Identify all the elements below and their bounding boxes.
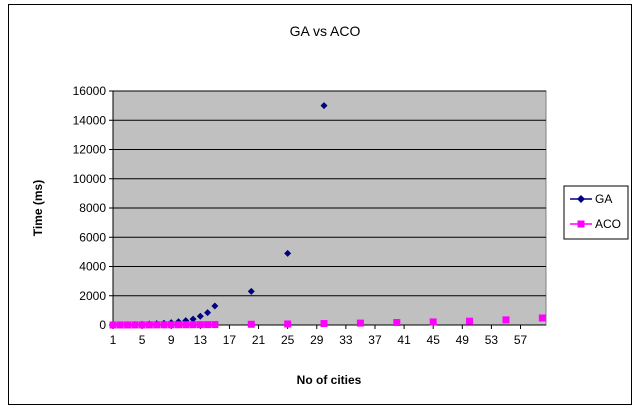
data-point-aco	[204, 321, 212, 329]
data-point-ga	[320, 102, 328, 110]
x-tick-label: 33	[339, 333, 353, 347]
data-point-aco	[502, 316, 510, 324]
data-point-aco	[153, 321, 161, 329]
data-point-aco	[131, 321, 139, 329]
x-tick-label: 13	[194, 333, 208, 347]
data-point-ga	[247, 287, 255, 295]
y-tick-label: 12000	[73, 143, 107, 157]
data-point-aco	[211, 321, 219, 329]
y-tick-label: 14000	[73, 113, 107, 127]
data-point-aco	[116, 321, 124, 329]
data-point-aco	[124, 321, 132, 329]
data-point-aco	[174, 321, 182, 329]
y-tick-label: 0	[99, 318, 106, 332]
chart-title: GA vs ACO	[290, 23, 361, 39]
data-point-ga	[196, 312, 204, 320]
data-point-aco	[189, 321, 197, 329]
data-point-aco	[247, 320, 255, 328]
x-tick-label: 5	[139, 333, 146, 347]
data-point-aco	[284, 320, 292, 328]
data-point-aco	[167, 321, 175, 329]
x-tick-label: 45	[427, 333, 441, 347]
data-point-aco	[182, 321, 190, 329]
data-point-aco	[320, 320, 328, 328]
x-tick-label: 37	[368, 333, 382, 347]
gridlines	[113, 90, 546, 297]
data-point-aco	[138, 321, 146, 329]
legend-label-aco: ACO	[595, 217, 621, 231]
data-point-aco	[109, 321, 117, 329]
legend-marker-aco	[577, 220, 585, 228]
chart-frame: GA vs ACO 0 2000 4000 6000 8000 10000 12000 140…	[8, 4, 632, 405]
x-tick-label: 25	[281, 333, 295, 347]
x-tick-label: 57	[514, 333, 528, 347]
data-point-aco	[196, 321, 204, 329]
chart: GA vs ACO 0 2000 4000 6000 8000 10000 12000 140…	[31, 23, 629, 387]
y-tick-label: 8000	[79, 201, 106, 215]
data-point-aco	[356, 319, 364, 327]
legend-marker-ga	[577, 195, 585, 203]
y-tick-label: 10000	[73, 172, 107, 186]
data-point-aco	[466, 317, 474, 325]
series-aco	[109, 314, 546, 329]
legend: GA ACO	[563, 185, 629, 240]
data-point-aco	[160, 321, 168, 329]
data-point-aco	[145, 321, 153, 329]
legend-box	[563, 185, 629, 240]
data-series	[109, 102, 546, 329]
x-tick-label: 17	[223, 333, 237, 347]
x-axis-ticks: 1 5 9 13 17 21 25 29 33 37 41 45 49 53 57	[110, 325, 528, 347]
y-tick-label: 6000	[79, 230, 106, 244]
x-tick-label: 53	[485, 333, 499, 347]
y-axis-title: Time (ms)	[31, 180, 45, 236]
x-tick-label: 41	[397, 333, 411, 347]
y-tick-label: 16000	[73, 84, 107, 98]
x-axis-title: No of cities	[297, 373, 362, 387]
x-tick-label: 1	[110, 333, 117, 347]
x-tick-label: 29	[310, 333, 324, 347]
y-tick-label: 4000	[79, 260, 106, 274]
data-point-ga	[204, 309, 212, 317]
legend-label-ga: GA	[595, 192, 612, 206]
y-axis-ticks: 0 2000 4000 6000 8000 10000 12000 14000 16000	[73, 84, 113, 332]
x-tick-label: 21	[252, 333, 266, 347]
data-point-aco	[429, 318, 437, 326]
data-point-ga	[189, 315, 197, 323]
x-tick-label: 9	[168, 333, 175, 347]
data-point-ga	[284, 249, 292, 257]
data-point-aco	[393, 319, 401, 327]
y-tick-label: 2000	[79, 289, 106, 303]
data-point-ga	[211, 302, 219, 310]
data-point-aco	[538, 314, 546, 322]
x-tick-label: 49	[456, 333, 470, 347]
